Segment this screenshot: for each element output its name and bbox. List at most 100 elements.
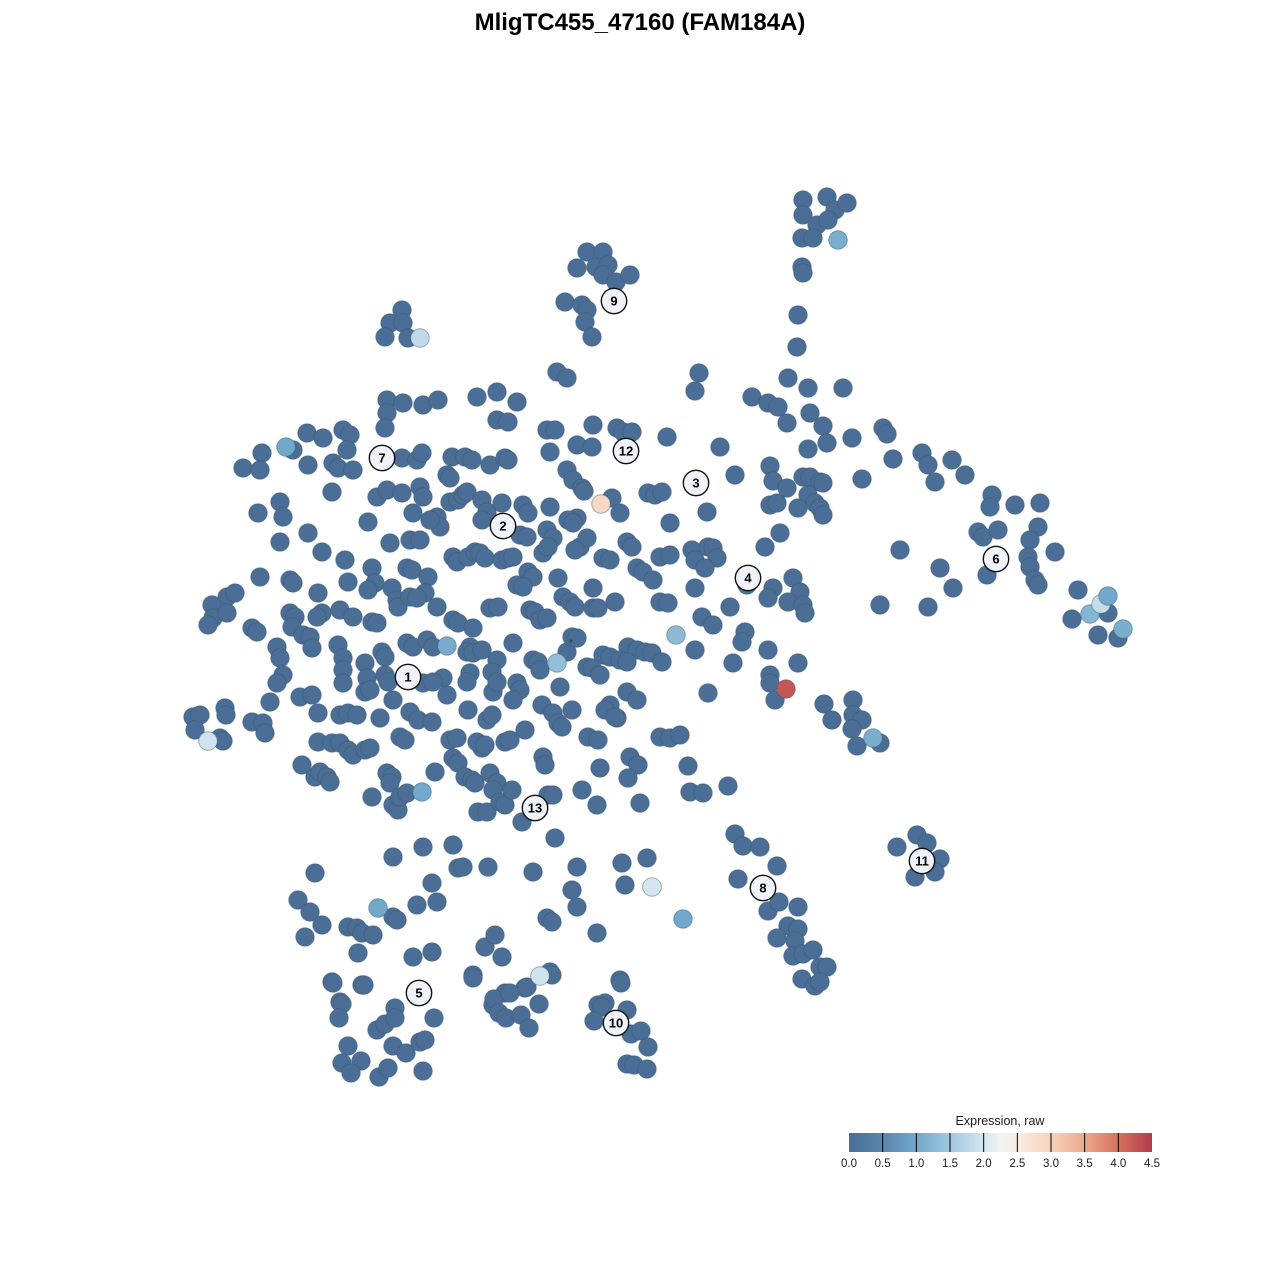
data-point [385, 1008, 405, 1028]
data-point [925, 472, 945, 492]
data-point [543, 785, 563, 805]
colorbar-tick-label: 3.0 [1043, 1158, 1059, 1170]
cluster-label-text: 7 [378, 451, 385, 466]
cluster-label-circle [682, 469, 710, 497]
data-point [225, 583, 245, 603]
data-point [260, 692, 280, 712]
data-point [375, 418, 395, 438]
data-point [298, 523, 318, 543]
data-point [562, 880, 582, 900]
cluster-label-text: 11 [915, 854, 929, 869]
data-point [288, 890, 308, 910]
colorbar-tick-label: 2.5 [1009, 1158, 1025, 1170]
data-point [777, 413, 797, 433]
data-point [955, 465, 975, 485]
data-point [814, 694, 834, 714]
data-point [638, 1037, 658, 1057]
data-point [475, 548, 495, 568]
cluster-label-text: 10 [609, 1016, 623, 1031]
data-point [375, 327, 395, 347]
data-point-highlight [591, 494, 611, 514]
data-point [295, 927, 315, 947]
plot-title: MligTC455_47160 (FAM184A) [475, 9, 806, 36]
cluster-label-7: 7 [368, 444, 396, 472]
data-point [611, 973, 631, 993]
data-point [422, 942, 442, 962]
data-point [487, 382, 507, 402]
cluster-label-circle [405, 979, 433, 1007]
cluster-label-text: 9 [610, 294, 617, 309]
data-point [567, 258, 587, 278]
cluster-label-circle [612, 437, 640, 465]
data-point [545, 420, 565, 440]
data-point [463, 618, 483, 638]
data-point [943, 578, 963, 598]
data-point [270, 532, 290, 552]
data-point [942, 450, 962, 470]
cluster-label-text: 1 [404, 670, 411, 685]
data-point [658, 593, 678, 613]
data-point [1045, 542, 1065, 562]
data-point [852, 469, 872, 489]
cluster-label-text: 13 [528, 801, 542, 816]
data-point [305, 863, 325, 883]
cluster-label-circle [734, 564, 762, 592]
data-point [217, 603, 237, 623]
data-point [458, 700, 478, 720]
data-point [545, 828, 565, 848]
data-point [588, 730, 608, 750]
data-point [517, 527, 537, 547]
data-point [412, 443, 432, 463]
data-point [617, 652, 637, 672]
data-point [482, 705, 502, 725]
data-point [358, 580, 378, 600]
data-point [472, 640, 492, 660]
data-point [453, 857, 473, 877]
data-point [567, 897, 587, 917]
data-point [250, 567, 270, 587]
data-point [550, 677, 570, 697]
cluster-label-9: 9 [600, 287, 628, 315]
data-point [883, 449, 903, 469]
data-point [657, 427, 677, 447]
data-point [590, 758, 610, 778]
data-point [472, 510, 492, 530]
data-point [758, 588, 778, 608]
data-point [728, 869, 748, 889]
cluster-label-circle [394, 663, 422, 691]
data-point [767, 928, 787, 948]
data-point-highlight [1113, 619, 1133, 639]
colorbar [849, 1133, 1152, 1152]
data-point [733, 836, 753, 856]
data-point [732, 632, 752, 652]
data-point [652, 482, 672, 502]
data-point-highlight [863, 728, 883, 748]
cluster-label-1: 1 [394, 663, 422, 691]
data-point [396, 1043, 416, 1063]
data-point [563, 513, 583, 533]
data-point [767, 856, 787, 876]
data-point-highlight [666, 625, 686, 645]
data-point [273, 507, 293, 527]
data-point [813, 505, 833, 525]
data-point [375, 647, 395, 667]
data-point [577, 528, 597, 548]
data-point [247, 622, 267, 642]
data-point [343, 607, 363, 627]
data-point [502, 780, 522, 800]
data-point [307, 607, 327, 627]
data-point [292, 755, 312, 775]
data-point [1020, 530, 1040, 550]
data-point [478, 857, 498, 877]
data-point-highlight [412, 782, 432, 802]
data-point [477, 802, 497, 822]
data-point [803, 228, 823, 248]
data-point [415, 1030, 435, 1050]
cluster-label-circle [908, 847, 936, 875]
data-point [413, 1061, 433, 1081]
data-point [457, 672, 477, 692]
data-point-highlight [673, 909, 693, 929]
cluster-label-circle [602, 1009, 630, 1037]
data-point [517, 977, 537, 997]
data-point [770, 523, 790, 543]
